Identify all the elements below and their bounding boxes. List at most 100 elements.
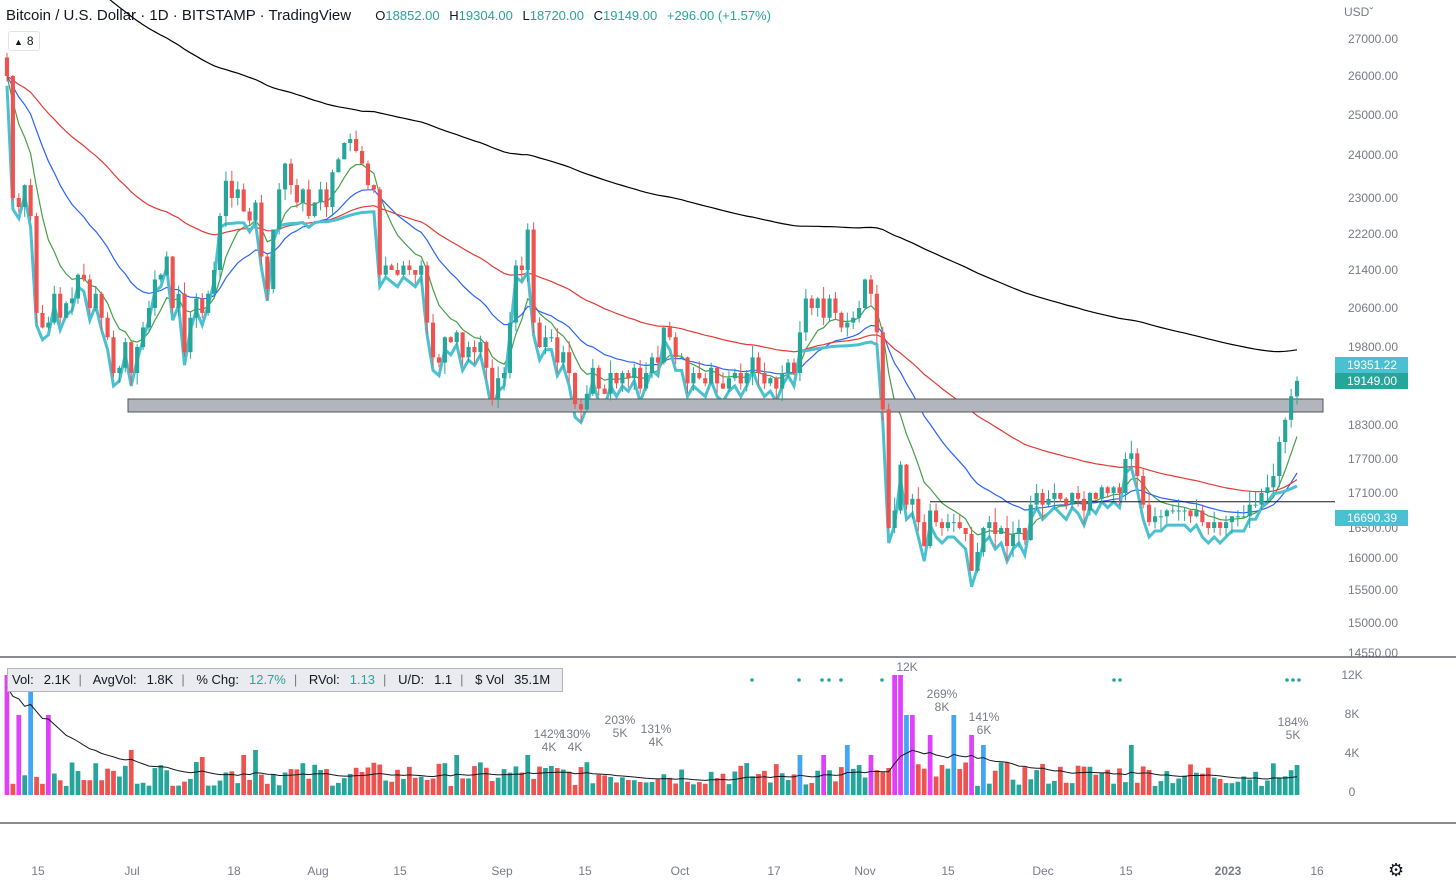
candle-body [377,189,382,275]
candle-body [194,298,199,318]
candle-body [1152,516,1158,523]
volume-bar [915,764,921,795]
candle-body [1064,498,1069,505]
candle-body [200,298,205,313]
indicators-toggle[interactable]: ▲ 8 [8,31,40,51]
volume-bar [247,779,252,795]
avgvol-label: AvgVol: [92,672,137,687]
volume-bar [726,784,732,795]
volume-bar [1063,782,1069,795]
volume-bar [1140,766,1146,795]
volume-bar [910,715,915,795]
candle-body [253,202,258,221]
volume-bar [1087,766,1093,795]
candle-body [886,409,891,528]
candle-body [182,293,187,353]
volume-bar [744,763,750,795]
volume-bar [430,778,436,795]
candle-body [1081,498,1087,511]
volume-bar [276,785,282,795]
volume-bar [188,778,193,795]
candle-body [206,293,211,313]
candle-body [300,189,305,203]
volume-bar [969,735,974,795]
volume-pct-annotation: 142% [534,727,565,741]
volume-value-annotation: 12K [896,660,917,674]
price-tick-label: 18300.00 [1348,418,1398,432]
candle-body [152,279,157,308]
candle-body [472,347,477,353]
candle-body [537,322,542,347]
volume-value-annotation: 4K [649,735,664,749]
candle-body [306,189,311,216]
time-tick-label: 18 [227,864,241,878]
candle-body [430,322,436,358]
volume-bar [483,767,489,795]
volume-bar [525,755,531,795]
volume-tick-label: 4K [1345,746,1360,760]
candle-body [768,378,773,384]
volume-bar [1034,770,1040,795]
candle-body [1147,504,1152,523]
volume-bar [442,763,448,795]
candle-body [703,378,708,384]
volume-bar [495,777,501,795]
volume-bar [193,762,199,795]
candle-body [738,373,743,384]
volume-bar [46,715,51,795]
candle-body [892,510,897,528]
candle-body [791,362,797,373]
volume-bar [1146,769,1152,795]
candle-body [1058,493,1063,499]
candle-body [454,332,459,343]
volume-value-annotation: 6K [977,723,992,737]
chevron-up-icon: ▲ [14,37,23,47]
time-tick-label: 15 [393,864,407,878]
time-tick-label: 15 [31,864,45,878]
candle-body [330,172,335,207]
candle-body [383,265,388,275]
volume-bar [1099,773,1105,795]
candle-body [969,534,974,571]
symbol-title[interactable]: Bitcoin / U.S. Dollar · 1D · BITSTAMP · … [6,7,352,24]
candle-body [833,298,838,313]
price-tick-label: 23000.00 [1348,191,1398,205]
candle-body [567,352,572,373]
candle-body [750,357,755,373]
volume-bar [164,770,170,795]
candle-body [87,279,92,308]
price-label-box [1335,373,1408,389]
candle-body [265,256,270,289]
candle-body [247,211,252,221]
volume-bar [1241,776,1247,795]
volume-pct-annotation: 203% [605,713,636,727]
candle-body [1111,487,1116,493]
gear-icon[interactable]: ⚙ [1388,860,1405,880]
candle-body [981,528,986,552]
candle-body [1218,522,1223,528]
candle-body [1176,510,1181,512]
candle-body [1093,493,1098,499]
candle-body [413,270,418,275]
signal-dot [827,678,831,682]
candle-body [235,189,240,198]
volume-bar [602,775,608,795]
candle-body [40,312,45,328]
volume-bar [16,715,22,795]
volume-bar [720,773,726,795]
candle-body [425,265,430,323]
volume-bar [1111,783,1116,795]
volume-bar [489,780,495,795]
volume-bar [282,772,288,795]
volume-bar [365,767,371,795]
volume-bar [1265,780,1270,795]
currency-selector[interactable]: USDˇ [1344,5,1373,19]
candle-body [354,139,359,151]
volume-bar [827,770,832,795]
time-tick-label: Jul [124,864,139,878]
volume-bar [572,784,578,795]
volume-bar [957,769,963,795]
volume-bar [40,783,45,795]
candle-body [691,373,696,384]
